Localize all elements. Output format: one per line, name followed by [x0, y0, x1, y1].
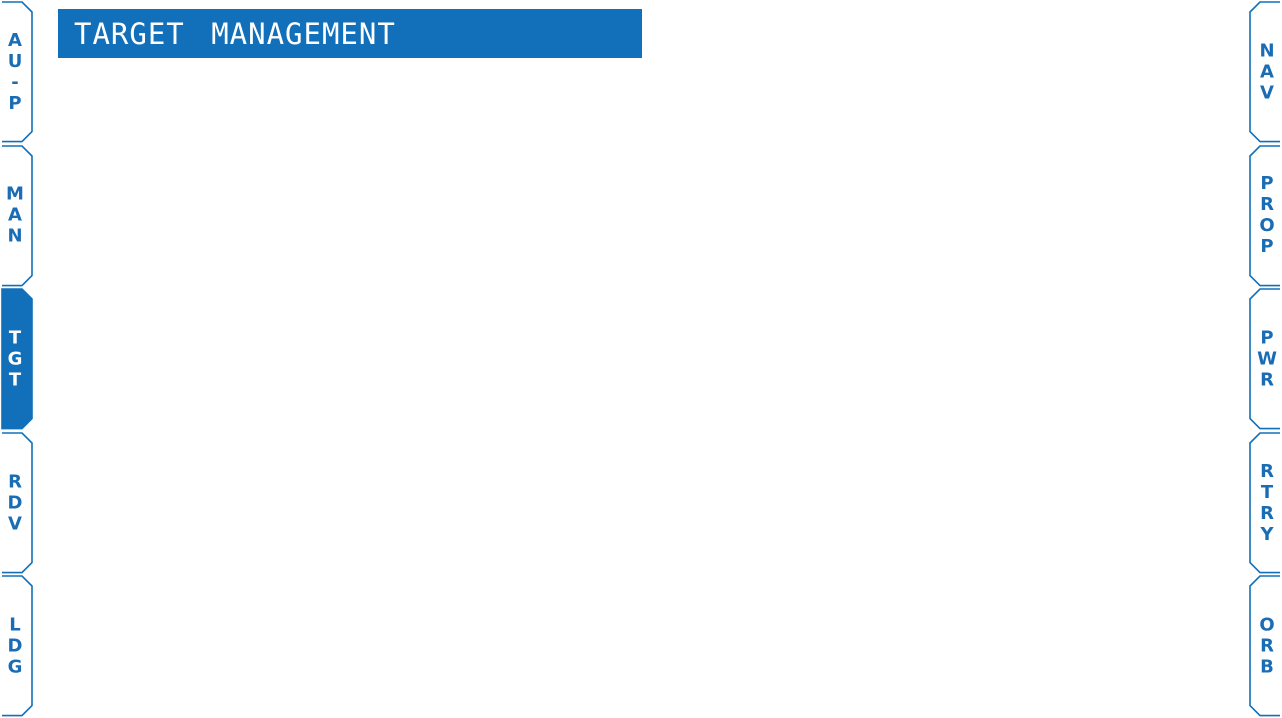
tab-letter: A: [8, 204, 22, 226]
page-title-bar: TARGET MANAGEMENT: [58, 9, 642, 58]
tab-letter: O: [1259, 215, 1275, 237]
tab-outline-icon: [2, 1, 33, 143]
tab-letter: A: [1260, 61, 1274, 83]
tab-letter: G: [7, 348, 23, 370]
tab-outline-icon: [1249, 575, 1280, 717]
tab-letter: D: [7, 492, 23, 514]
tab-letter: Y: [1260, 523, 1274, 545]
tab-letter: T: [1260, 481, 1274, 503]
tab-letter: O: [1259, 614, 1275, 636]
tab-letter: R: [8, 471, 22, 493]
page-title: TARGET MANAGEMENT: [74, 16, 396, 51]
tab-letter: B: [1260, 656, 1274, 678]
tab-letter: T: [8, 369, 22, 391]
tab-letter: V: [8, 513, 22, 535]
tab-letter: P: [1260, 327, 1274, 349]
tab-outline-icon: [1, 288, 33, 430]
tab-letter: P: [1260, 173, 1274, 195]
tab-outline-icon: [2, 144, 33, 286]
tab-outline-icon: [1249, 1, 1280, 143]
tab-letter: V: [1260, 82, 1274, 104]
tab-letter: P: [1260, 236, 1274, 258]
tab-letter: M: [6, 183, 24, 205]
tab-letter: W: [1257, 348, 1277, 370]
tab-letter: R: [1260, 502, 1274, 524]
tab-letter: R: [1260, 460, 1274, 482]
tab-letter: G: [7, 656, 23, 678]
tab-letter: P: [8, 92, 22, 114]
tab-letter: R: [1260, 369, 1274, 391]
tab-letter: N: [1259, 40, 1275, 62]
tab-outline-icon: [2, 575, 33, 717]
tab-outline-icon: [1249, 144, 1280, 286]
tab-letter: L: [9, 614, 21, 636]
tab-letter: T: [8, 327, 22, 349]
tab-letter: R: [1260, 635, 1274, 657]
tab-outline-icon: [1249, 431, 1280, 574]
tab-outline-icon: [1249, 288, 1280, 430]
tab-letter: U: [7, 50, 23, 72]
tab-letter: D: [7, 635, 23, 657]
tab-outline-icon: [2, 431, 33, 574]
tab-letter: -: [11, 71, 19, 93]
tab-letter: R: [1260, 194, 1274, 216]
tab-letter: A: [8, 29, 22, 51]
tab-letter: N: [7, 225, 23, 247]
